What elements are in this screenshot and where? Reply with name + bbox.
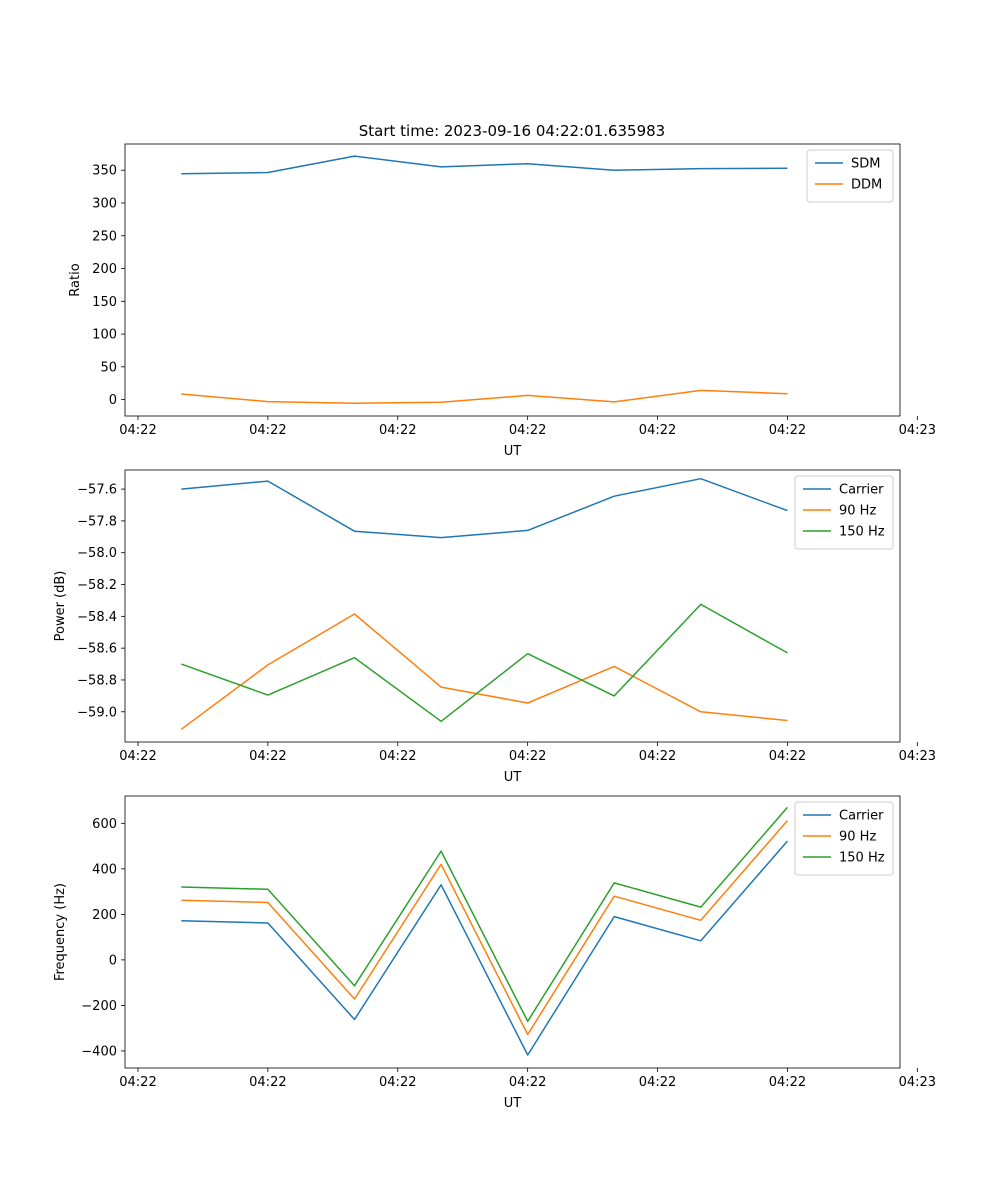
y-axis-label: Power (dB)	[53, 571, 68, 642]
x-tick-label: 04:22	[119, 749, 156, 764]
x-axis-label: UT	[504, 444, 522, 459]
y-tick-label: 50	[100, 360, 117, 375]
series-line-carrier	[181, 477, 788, 539]
x-tick-label: 04:23	[899, 423, 936, 438]
y-tick-label: 0	[109, 953, 117, 968]
y-tick-label: −59.0	[77, 705, 117, 720]
panel-2: 04:22 04:22 04:22 04:22 04:22 04:22 04:23 −59.0…	[53, 469, 936, 785]
y-tick-label: −400	[81, 1044, 117, 1059]
legend-label: 150 Hz	[839, 851, 885, 866]
legend-label: Carrier	[839, 809, 884, 824]
panels: 04:22 04:22 04:22 04:22 04:22 04:22 04:23 0 50 10…	[53, 143, 936, 1111]
x-tick-label: 04:22	[639, 423, 676, 438]
legend-label: Carrier	[839, 483, 884, 498]
x-tick-label: 04:22	[509, 749, 546, 764]
series-line-150-hz	[181, 603, 788, 723]
legend-label: DDM	[851, 178, 882, 193]
plot-frame	[124, 143, 901, 417]
legend-label: 90 Hz	[839, 830, 876, 845]
y-tick-label: 150	[92, 295, 117, 310]
y-tick-label: −200	[81, 999, 117, 1014]
y-tick-label: 600	[92, 817, 117, 832]
y-tick-label: 200	[92, 908, 117, 923]
y-axis-label: Ratio	[68, 263, 83, 296]
series-line-90-hz	[181, 820, 788, 1036]
series-line-ddm	[181, 389, 788, 404]
x-tick-label: 04:23	[899, 749, 936, 764]
y-tick-label: −58.8	[77, 673, 117, 688]
y-tick-label: 350	[92, 164, 117, 179]
series-line-carrier	[181, 840, 788, 1056]
y-tick-label: 100	[92, 328, 117, 343]
x-tick-label: 04:22	[379, 423, 416, 438]
y-tick-label: −57.6	[77, 483, 117, 498]
y-tick-label: 300	[92, 196, 117, 211]
y-tick-label: 400	[92, 862, 117, 877]
x-tick-label: 04:22	[769, 1075, 806, 1090]
legend: SDM DDM	[806, 149, 894, 203]
x-tick-label: 04:22	[769, 749, 806, 764]
y-tick-label: 200	[92, 262, 117, 277]
panel-1: 04:22 04:22 04:22 04:22 04:22 04:22 04:23 0 50 10…	[68, 143, 936, 459]
figure-title: Start time: 2023-09-16 04:22:01.635983	[359, 122, 665, 140]
panel-3: 04:22 04:22 04:22 04:22 04:22 04:22 04:23 −400 −…	[53, 795, 936, 1111]
x-axis-label: UT	[504, 770, 522, 785]
y-tick-label: −58.4	[77, 610, 117, 625]
legend-label: 90 Hz	[839, 504, 876, 519]
plot-frame	[124, 469, 901, 743]
y-tick-label: −57.8	[77, 514, 117, 529]
y-tick-label: −58.6	[77, 642, 117, 657]
series-line-150-hz	[181, 806, 788, 1023]
x-tick-label: 04:22	[509, 423, 546, 438]
x-tick-label: 04:22	[379, 1075, 416, 1090]
x-tick-label: 04:22	[379, 749, 416, 764]
x-tick-label: 04:22	[639, 1075, 676, 1090]
series-line-sdm	[181, 155, 788, 175]
x-tick-label: 04:22	[249, 749, 286, 764]
plot-frame	[124, 795, 901, 1069]
legend-label: 150 Hz	[839, 525, 885, 540]
x-tick-label: 04:23	[899, 1075, 936, 1090]
y-axis-label: Frequency (Hz)	[53, 883, 68, 981]
legend: Carrier 90 Hz 150 Hz	[794, 801, 894, 876]
series-line-90-hz	[180, 613, 788, 730]
legend: Carrier 90 Hz 150 Hz	[794, 475, 894, 550]
x-tick-label: 04:22	[119, 1075, 156, 1090]
x-tick-label: 04:22	[509, 1075, 546, 1090]
x-tick-label: 04:22	[119, 423, 156, 438]
legend-label: SDM	[851, 157, 880, 172]
y-tick-label: −58.2	[77, 578, 117, 593]
y-tick-label: −58.0	[77, 546, 117, 561]
x-tick-label: 04:22	[249, 423, 286, 438]
x-axis-label: UT	[504, 1096, 522, 1111]
x-tick-label: 04:22	[639, 749, 676, 764]
y-tick-label: 250	[92, 229, 117, 244]
y-tick-label: 0	[109, 393, 117, 408]
x-tick-label: 04:22	[249, 1075, 286, 1090]
x-tick-label: 04:22	[769, 423, 806, 438]
